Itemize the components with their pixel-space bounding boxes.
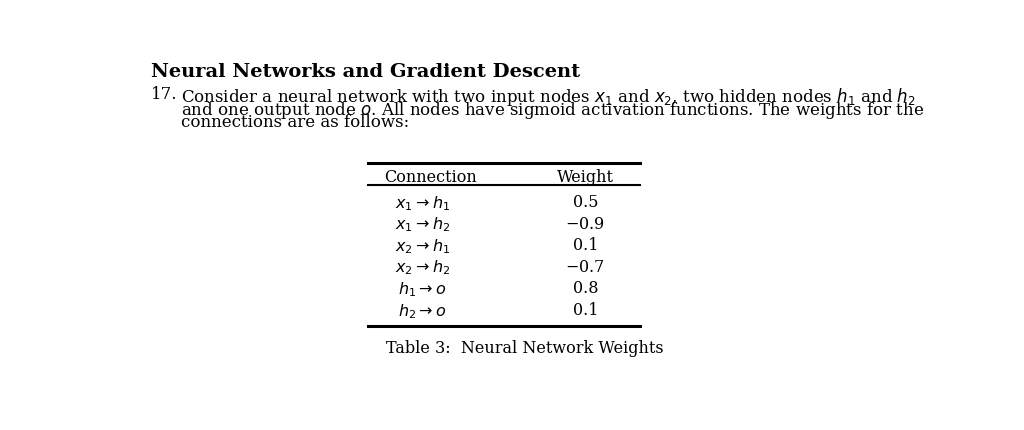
Text: Connection: Connection (384, 169, 476, 187)
Text: $-$0.9: $-$0.9 (565, 215, 605, 233)
Text: Weight: Weight (557, 169, 613, 187)
Text: $-$0.7: $-$0.7 (565, 259, 605, 276)
Text: $x_1 \rightarrow h_1$: $x_1 \rightarrow h_1$ (395, 194, 451, 213)
Text: 17.: 17. (152, 86, 178, 103)
Text: and one output node $o$. All nodes have sigmoid activation functions. The weight: and one output node $o$. All nodes have … (180, 100, 924, 121)
Text: $x_1 \rightarrow h_2$: $x_1 \rightarrow h_2$ (395, 215, 451, 234)
Text: $h_2 \rightarrow o$: $h_2 \rightarrow o$ (398, 302, 446, 320)
Text: 0.1: 0.1 (572, 237, 598, 254)
Text: 0.1: 0.1 (572, 302, 598, 319)
Text: Neural Networks and Gradient Descent: Neural Networks and Gradient Descent (152, 63, 581, 81)
Text: $x_2 \rightarrow h_2$: $x_2 \rightarrow h_2$ (395, 259, 451, 277)
Text: 0.8: 0.8 (572, 280, 598, 297)
Text: 0.5: 0.5 (572, 194, 598, 211)
Text: Consider a neural network with two input nodes $x_1$ and $x_2$, two hidden nodes: Consider a neural network with two input… (180, 86, 915, 108)
Text: $h_1 \rightarrow o$: $h_1 \rightarrow o$ (398, 280, 446, 299)
Text: Table 3:  Neural Network Weights: Table 3: Neural Network Weights (386, 341, 664, 357)
Text: $x_2 \rightarrow h_1$: $x_2 \rightarrow h_1$ (395, 237, 451, 256)
Text: connections are as follows:: connections are as follows: (180, 114, 409, 131)
